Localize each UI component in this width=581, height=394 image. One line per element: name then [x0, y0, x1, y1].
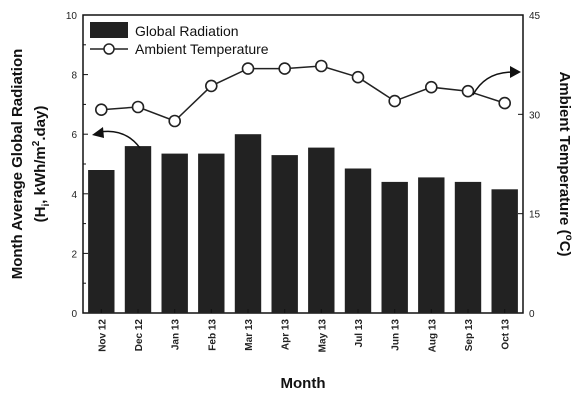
temperature-point-jan-13 — [168, 114, 181, 128]
right-axis: 0 15 30 45 — [518, 11, 541, 320]
temperature-point-oct-13 — [498, 96, 512, 110]
bar-feb-13 — [198, 153, 225, 313]
right-title-part-main: Ambient Temperature ( — [556, 71, 573, 234]
temperature-point-dec-12 — [131, 100, 145, 114]
bars-layer — [88, 134, 518, 313]
bar-oct-13 — [491, 189, 518, 313]
left-tick-label: 8 — [71, 71, 77, 82]
x-tick-label: Jun 13 — [391, 319, 402, 351]
x-tick-label: Mar 13 — [244, 319, 255, 351]
temperature-point-aug-13 — [424, 80, 438, 94]
x-tick-label: Jul 13 — [354, 319, 365, 348]
arrow-to-left-axis — [92, 127, 141, 149]
temperature-point-sep-13 — [461, 84, 475, 98]
left-axis: 0 2 4 6 8 10 — [66, 11, 88, 320]
bar-dec-12 — [124, 146, 152, 313]
line-layer — [95, 59, 512, 128]
right-tick-label: 30 — [529, 110, 541, 121]
legend-label-line: Ambient Temperature — [135, 41, 269, 57]
left-units-part-day: .day) — [32, 106, 49, 141]
x-tick-label: Oct 13 — [501, 319, 512, 350]
bar-apr-13 — [271, 155, 298, 313]
temperature-line — [101, 65, 505, 122]
x-axis: Nov 12 Dec 12 Jan 13 Feb 13 Mar 13 Apr 13 May … — [97, 309, 512, 353]
x-axis-title: Month — [281, 375, 326, 392]
x-tick-label: Aug 13 — [427, 319, 438, 353]
legend-swatch-marker — [103, 43, 115, 55]
legend-label-bar: Global Radiation — [135, 23, 239, 39]
x-tick-label: Jan 13 — [171, 319, 182, 351]
right-tick-label: 15 — [529, 210, 541, 221]
bar-jun-13 — [381, 181, 408, 313]
bar-mar-13 — [234, 134, 262, 313]
bar-aug-13 — [418, 177, 445, 313]
right-title-part-unit: C) — [556, 241, 573, 257]
bar-sep-13 — [454, 181, 482, 313]
left-units-subscript: i — [41, 204, 52, 207]
bar-jul-13 — [344, 168, 372, 313]
temperature-point-feb-13 — [205, 79, 218, 93]
x-tick-label: Dec 12 — [134, 319, 145, 352]
temperature-point-jun-13 — [388, 94, 402, 108]
x-tick-label: May 13 — [317, 319, 328, 353]
temperature-point-mar-13 — [241, 62, 255, 75]
left-units-part-kwh: , kWh/m — [32, 146, 49, 204]
x-tick-label: Nov 12 — [97, 319, 108, 352]
left-axis-title-units: (Hi, kWh/m2.day) — [31, 106, 52, 223]
right-title-superscript: o — [563, 235, 574, 241]
left-tick-label: 0 — [71, 309, 77, 320]
right-tick-label: 0 — [529, 309, 535, 320]
left-tick-label: 4 — [71, 190, 77, 201]
left-units-part-h: (H — [32, 207, 49, 223]
right-tick-label: 45 — [529, 11, 541, 22]
temperature-point-jul-13 — [351, 70, 365, 84]
left-tick-label: 2 — [71, 249, 77, 260]
temperature-point-apr-13 — [278, 62, 292, 75]
legend-swatch-bar — [90, 22, 128, 38]
left-units-superscript: 2 — [31, 140, 42, 146]
bar-may-13 — [308, 147, 335, 313]
legend: Global Radiation Ambient Temperature — [90, 22, 269, 57]
left-axis-title-line1: Month Average Global Radiation — [9, 49, 26, 280]
bar-jan-13 — [161, 153, 188, 313]
x-tick-label: Apr 13 — [281, 319, 292, 351]
right-axis-title: Ambient Temperature (oC) — [556, 71, 574, 256]
x-tick-label: Feb 13 — [207, 319, 218, 351]
left-axis-title: Month Average Global Radiation — [9, 49, 26, 280]
left-tick-label: 6 — [71, 130, 77, 141]
bar-nov-12 — [88, 170, 115, 313]
left-tick-label: 10 — [66, 11, 78, 22]
temperature-point-nov-12 — [95, 103, 108, 116]
x-tick-label: Sep 13 — [464, 319, 475, 352]
arrow-to-right-axis — [472, 66, 521, 96]
temperature-point-may-13 — [314, 59, 328, 73]
